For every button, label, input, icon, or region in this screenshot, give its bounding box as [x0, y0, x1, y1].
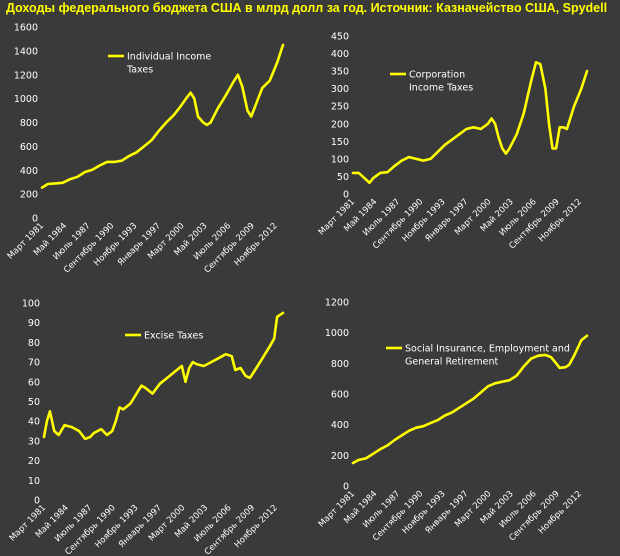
y-tick-label: 50: [337, 172, 349, 183]
y-tick-label: 800: [331, 359, 349, 370]
y-tick-label: 20: [28, 456, 40, 467]
y-tick-label: 60: [28, 377, 40, 388]
y-tick-label: 150: [331, 137, 349, 148]
legend-label: Social Insurance, Employment and General …: [405, 344, 570, 368]
y-tick-label: 10: [28, 476, 40, 487]
y-tick-label: 0: [32, 214, 38, 225]
y-tick-label: 1000: [325, 328, 349, 339]
y-tick-label: 200: [331, 451, 349, 462]
y-tick-label: 50: [28, 397, 40, 408]
y-tick-label: 70: [28, 358, 40, 369]
legend-label: Corporation Income Taxes: [409, 70, 473, 94]
series-line: [351, 334, 589, 465]
y-tick-label: 100: [331, 154, 349, 165]
y-tick-label: 1600: [14, 23, 38, 34]
y-tick-label: 350: [331, 67, 349, 78]
legend-label: Excise Taxes: [144, 331, 203, 342]
y-tick-label: 100: [22, 299, 40, 310]
page-title: Доходы федерального бюджета США в млрд д…: [6, 1, 608, 15]
y-tick-label: 1200: [325, 298, 349, 309]
y-tick-label: 80: [28, 338, 40, 349]
y-tick-label: 800: [20, 118, 38, 129]
series-line: [351, 60, 589, 185]
y-tick-label: 90: [28, 318, 40, 329]
y-tick-label: 200: [20, 190, 38, 201]
legend-label: Individual Income Taxes: [126, 52, 211, 76]
y-tick-label: 300: [331, 84, 349, 95]
y-tick-label: 0: [34, 496, 40, 507]
y-tick-label: 30: [28, 436, 40, 447]
series-line: [40, 43, 285, 189]
series-line: [42, 311, 285, 441]
y-tick-label: 1000: [14, 94, 38, 105]
y-tick-label: 600: [331, 390, 349, 401]
y-tick-label: 400: [20, 166, 38, 177]
y-tick-label: 1400: [14, 46, 38, 57]
y-tick-label: 250: [331, 102, 349, 113]
y-tick-label: 0: [343, 190, 349, 201]
y-tick-label: 200: [331, 119, 349, 130]
y-tick-label: 400: [331, 420, 349, 431]
y-tick-label: 450: [331, 32, 349, 43]
y-tick-label: 0: [343, 482, 349, 493]
y-tick-label: 40: [28, 417, 40, 428]
y-tick-label: 600: [20, 142, 38, 153]
y-tick-label: 400: [331, 49, 349, 60]
y-tick-label: 1200: [14, 70, 38, 81]
